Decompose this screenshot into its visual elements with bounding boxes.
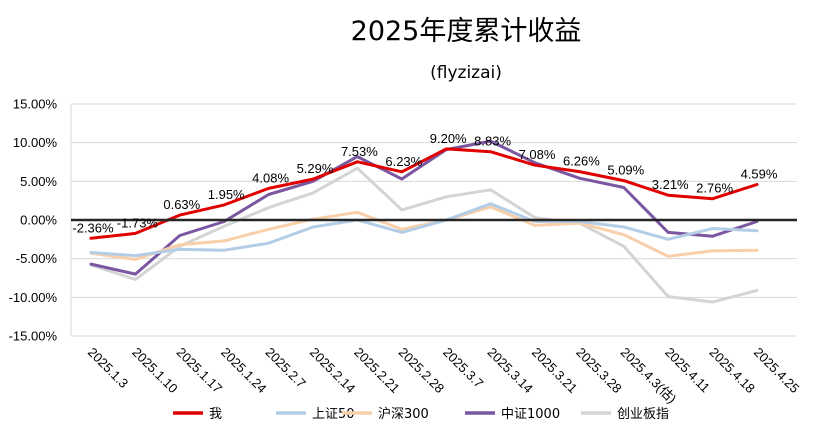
legend-item: 创业板指 (581, 407, 669, 422)
y-tick-label: -10.00% (9, 290, 58, 305)
x-tick-label: 2025.1.17 (174, 345, 226, 397)
legend-label: 创业板指 (617, 407, 669, 422)
legend: 我 上证50 沪深300 中证1000 创业板指 (173, 406, 669, 422)
data-label: 7.53% (341, 144, 378, 159)
series-line-4 (89, 139, 759, 276)
y-tick-label: -5.00% (16, 251, 58, 266)
data-label: 4.59% (741, 167, 778, 182)
data-label: 5.09% (607, 163, 644, 178)
data-label: 3.21% (652, 177, 689, 192)
y-tick-label: 10.00% (13, 135, 58, 150)
x-tick-label: 2025.2.21 (351, 345, 403, 397)
x-tick-label: 2025.2.28 (396, 345, 448, 397)
y-axis-tick-labels: -15.00% -10.00% -5.00% 0.00% 5.00% 10.00% 15.0… (9, 97, 58, 344)
data-label: 6.23% (385, 154, 422, 169)
data-label: 0.63% (163, 197, 200, 212)
series-line-1 (89, 147, 759, 240)
x-tick-label: 2025.4.18 (706, 345, 758, 397)
legend-label: 上证50 (312, 407, 355, 422)
data-label: -2.36% (72, 220, 114, 235)
x-tick-label: 2025.1.10 (129, 345, 181, 397)
x-tick-label: 2025.2.14 (307, 345, 359, 397)
legend-item: 上证50 (276, 407, 355, 422)
data-labels: -2.36% -1.73% 0.63% 1.95% 4.08% 5.29% 7.53% 6.2… (72, 131, 777, 235)
y-tick-label: 0.00% (20, 213, 57, 228)
legend-item: 我 (173, 407, 222, 422)
data-label: 8.83% (474, 134, 511, 149)
data-label: 1.95% (208, 187, 245, 202)
x-tick-label: 2025.3.14 (484, 345, 536, 397)
legend-item: 中证1000 (465, 407, 560, 422)
data-label: 4.08% (252, 170, 289, 185)
x-tick-label: 2025.1.3 (85, 345, 131, 391)
y-tick-label: -15.00% (9, 329, 58, 344)
x-tick-label: 2025.3.28 (573, 345, 625, 397)
x-tick-label: 2025.1.24 (218, 345, 270, 397)
y-tick-label: 5.00% (20, 174, 57, 189)
data-label: -1.73% (117, 215, 159, 230)
y-tick-label: 15.00% (13, 97, 58, 112)
legend-item: 沪深300 (342, 406, 429, 422)
data-label: 5.29% (297, 161, 334, 176)
x-tick-label: 2025.4.25 (751, 345, 803, 397)
chart-title: 2025年度累计收益 (351, 16, 582, 47)
legend-label: 沪深300 (378, 406, 429, 422)
series-lines (89, 139, 759, 304)
data-label: 7.08% (519, 147, 556, 162)
x-tick-label: 2025.3.21 (529, 345, 581, 397)
data-label: 6.26% (563, 154, 600, 169)
series-line-5 (89, 166, 759, 304)
data-label: 2.76% (696, 181, 733, 196)
legend-label: 我 (209, 407, 222, 422)
chart-subtitle: (flyzizai) (430, 63, 502, 83)
data-label: 9.20% (430, 131, 467, 146)
series-line-2 (89, 202, 759, 258)
legend-label: 中证1000 (501, 407, 560, 422)
